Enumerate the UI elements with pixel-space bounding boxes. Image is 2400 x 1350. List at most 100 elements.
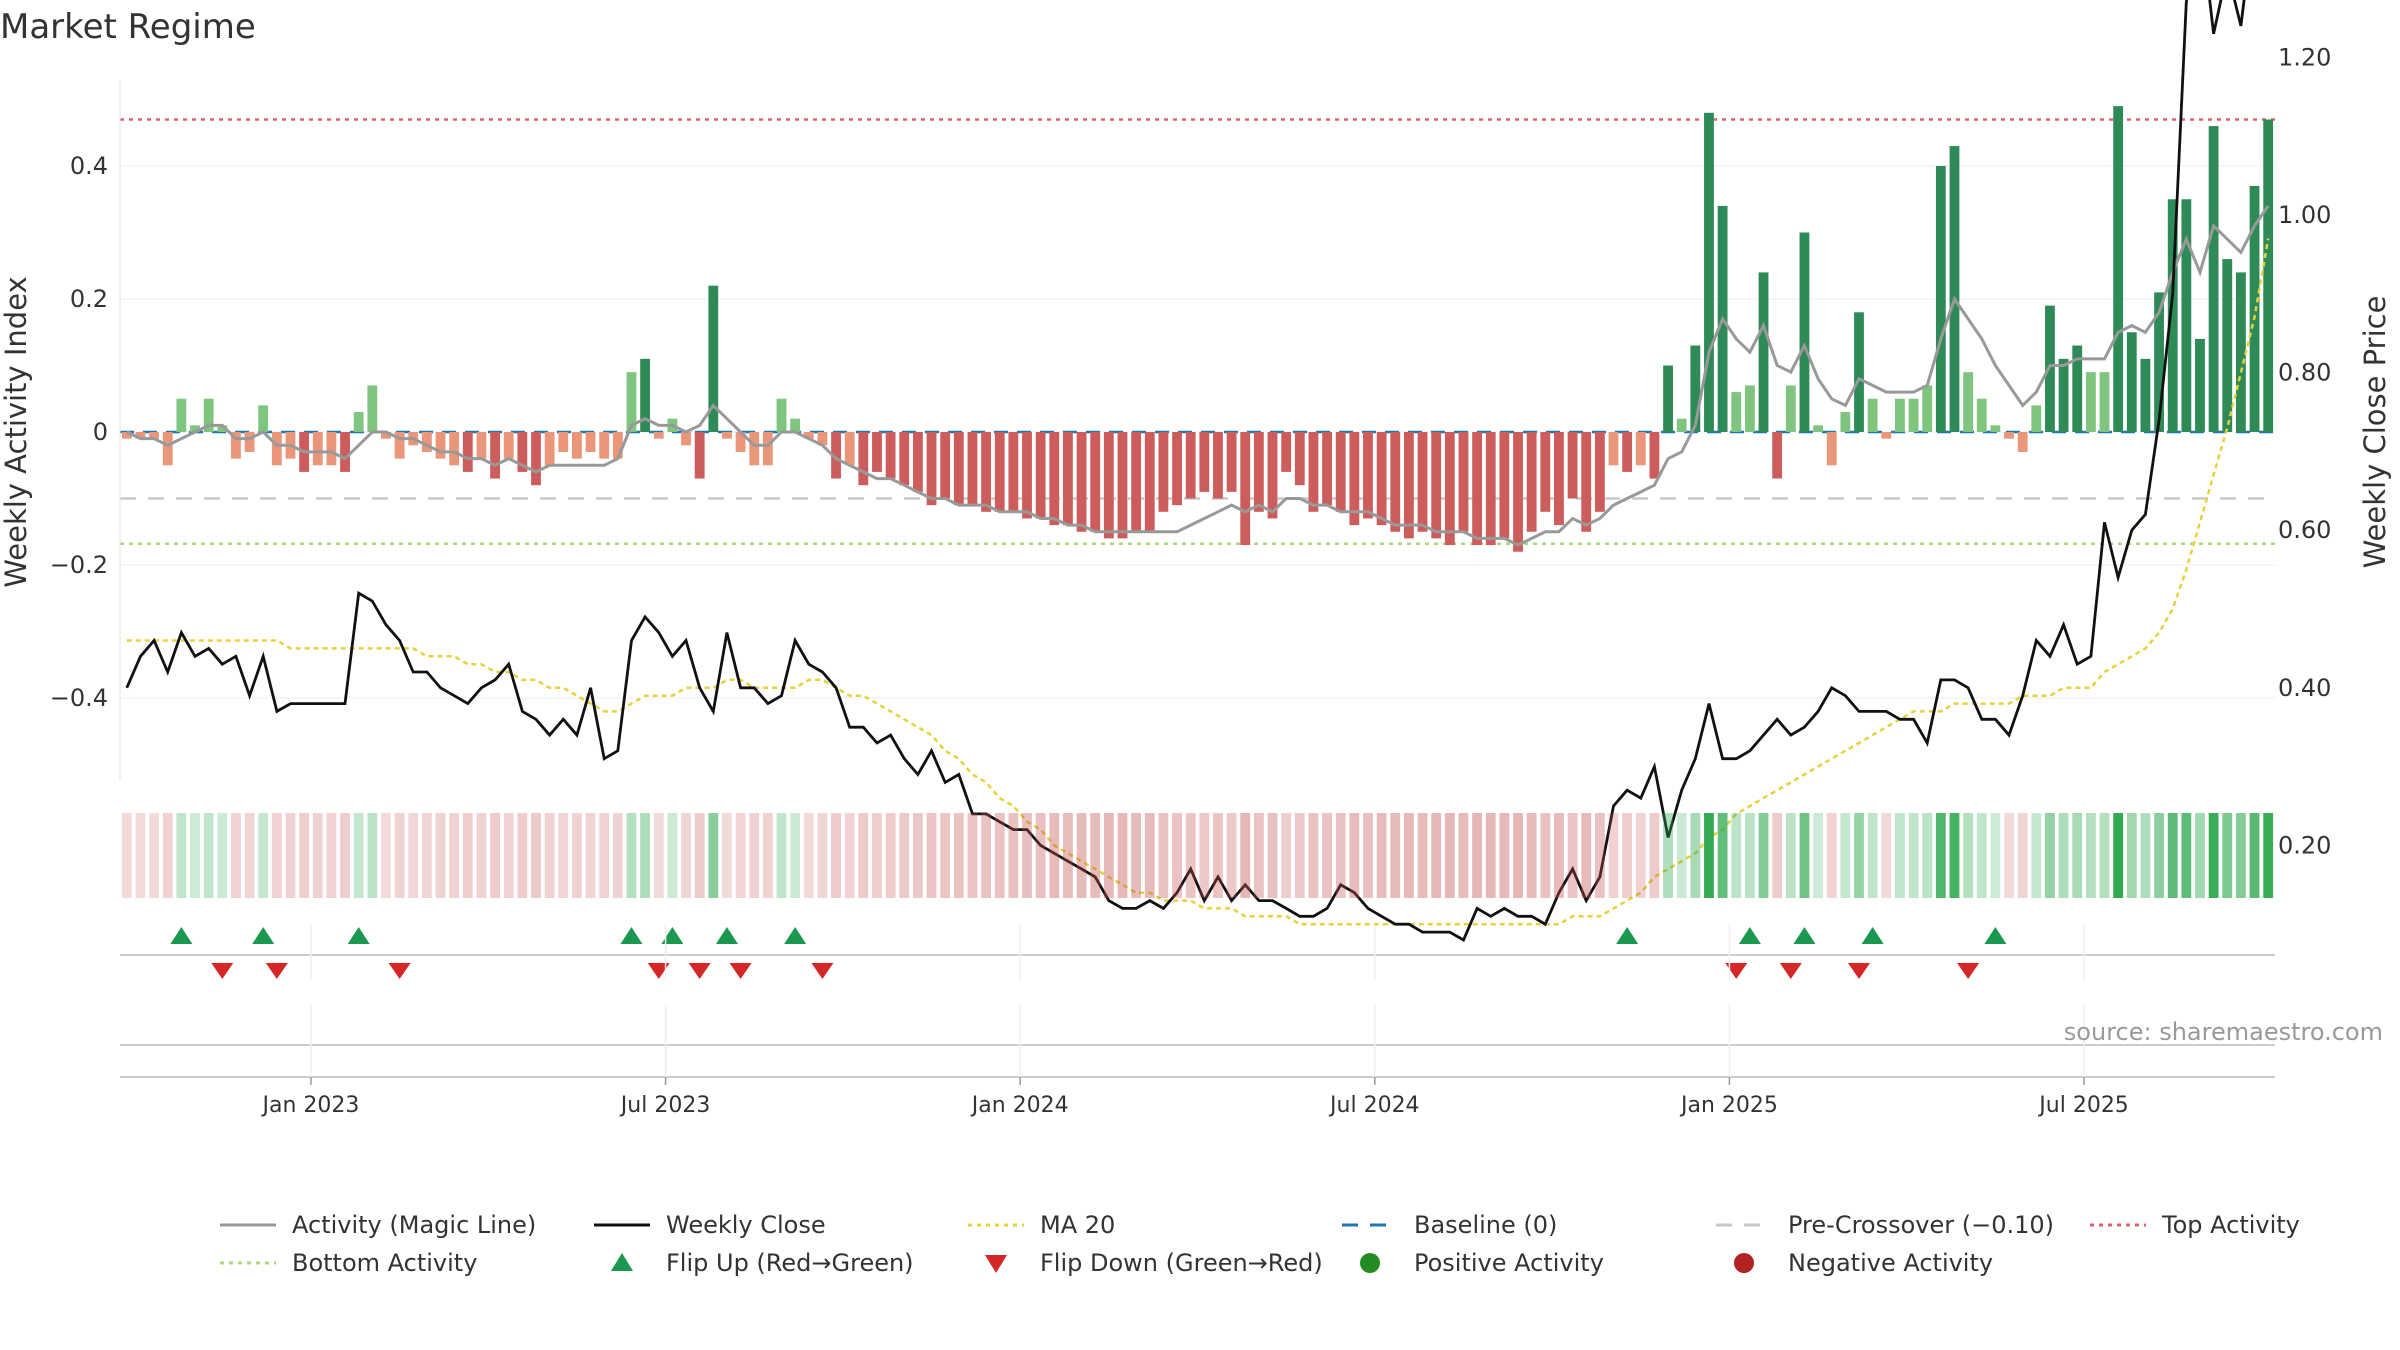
activity-bar [544, 432, 555, 466]
y2-tick-label: 1.00 [2278, 201, 2331, 229]
activity-bar [1554, 432, 1564, 526]
regime-strip-cell [217, 813, 228, 898]
regime-strip-cell [1485, 813, 1496, 898]
activity-bar [912, 432, 923, 492]
regime-strip-cell [1035, 813, 1046, 898]
regime-strip-cell [1117, 813, 1128, 898]
activity-bar [1035, 432, 1046, 519]
regime-strip-cell [2031, 813, 2042, 898]
activity-bar [1499, 432, 1510, 539]
activity-bar [626, 372, 637, 432]
legend-swatch [611, 1253, 633, 1271]
activity-bar [2072, 345, 2083, 432]
activity-bar [1444, 432, 1455, 546]
legend-swatch [1360, 1253, 1380, 1273]
flip-up-marker [661, 927, 684, 944]
regime-strip-cell [1213, 813, 1223, 898]
regime-strip-cell [1335, 813, 1346, 898]
x-tick-label: Jul 2024 [1328, 1093, 1420, 1118]
activity-bar [1594, 432, 1605, 512]
regime-strip-cell [1513, 813, 1523, 898]
activity-bar [2031, 405, 2042, 432]
activity-bar [1990, 425, 2001, 432]
activity-bar [940, 432, 951, 499]
activity-bar [2017, 432, 2028, 452]
y-axis-label-left: Weekly Activity Index [0, 276, 33, 587]
activity-bar [162, 432, 173, 466]
regime-strip-cell [258, 813, 269, 898]
activity-bar [1103, 432, 1114, 539]
regime-strip-cell [994, 813, 1005, 898]
regime-strip-cell [817, 813, 828, 898]
regime-strip-cell [2140, 813, 2151, 898]
activity-bar [694, 432, 705, 479]
activity-bars [121, 106, 2274, 552]
activity-bar [1799, 232, 1810, 432]
activity-bar [476, 432, 487, 459]
activity-bar [899, 432, 910, 486]
regime-strip-cell [2058, 813, 2069, 898]
activity-bar [844, 432, 855, 466]
activity-bar [1431, 432, 1442, 539]
activity-bar [1785, 385, 1796, 432]
regime-strip-cell [2099, 813, 2110, 898]
y2-tick-label: 1.20 [2278, 43, 2331, 71]
activity-bar [367, 385, 378, 432]
legend-label: Baseline (0) [1414, 1211, 1557, 1239]
regime-strip-cell [1444, 813, 1455, 898]
regime-strip-cell [735, 813, 746, 898]
regime-strip-cell [1867, 813, 1878, 898]
regime-strip-cell [694, 813, 705, 898]
activity-bar [1063, 432, 1073, 526]
flip-down-marker [729, 963, 752, 979]
activity-bar [572, 432, 582, 459]
activity-bar [1731, 392, 1742, 432]
legend-item: Top Activity [2090, 1211, 2300, 1239]
legend-item: Pre-Crossover (−0.10) [1716, 1211, 2054, 1239]
regime-strip-cell [326, 813, 337, 898]
regime-strip-cell [1022, 813, 1032, 898]
regime-strip-cell [231, 813, 241, 898]
y-axis-label-right: Weekly Close Price [2358, 296, 2392, 569]
regime-strip-cell [1526, 813, 1537, 898]
activity-bar [2208, 126, 2219, 432]
regime-strip-cell [1717, 813, 1728, 898]
activity-bar [2126, 332, 2137, 432]
regime-strip-cell [2113, 813, 2124, 898]
regime-strip-cell [1826, 813, 1837, 898]
legend-label: Negative Activity [1788, 1249, 1993, 1277]
activity-bar [653, 432, 664, 439]
regime-strip-cell [2045, 813, 2055, 898]
ma20-line [126, 238, 2270, 926]
activity-bar [1240, 432, 1251, 546]
regime-strip-cell [1103, 813, 1114, 898]
legend-label: Top Activity [2161, 1211, 2300, 1239]
regime-strip-cell [1226, 813, 1237, 898]
flip-down-marker [1848, 963, 1871, 979]
flip-up-marker [347, 927, 370, 944]
regime-strip-cell [1854, 813, 1864, 898]
regime-strip-cell [1322, 813, 1332, 898]
legend-item: Activity (Magic Line) [220, 1211, 536, 1239]
x-tick-label: Jan 2023 [260, 1093, 359, 1118]
activity-bar [2181, 199, 2192, 432]
regime-strip-cell [244, 813, 255, 898]
activity-bar [1322, 432, 1332, 506]
activity-bar [640, 358, 651, 432]
activity-bar [926, 432, 937, 506]
activity-bar [885, 432, 896, 479]
flip-up-marker [1984, 927, 2007, 944]
regime-strip-cell [340, 813, 350, 898]
activity-bar [1690, 345, 1701, 432]
activity-bar [1895, 398, 1905, 432]
regime-strip-cell [572, 813, 582, 898]
regime-strip-cell [435, 813, 446, 898]
regime-strip-cell [899, 813, 910, 898]
legend-label: Bottom Activity [292, 1249, 477, 1277]
activity-bar [1267, 432, 1278, 519]
activity-bar [790, 418, 801, 432]
regime-strip-cell [1403, 813, 1414, 898]
regime-strip-cell [285, 813, 296, 898]
activity-bar [231, 432, 241, 459]
